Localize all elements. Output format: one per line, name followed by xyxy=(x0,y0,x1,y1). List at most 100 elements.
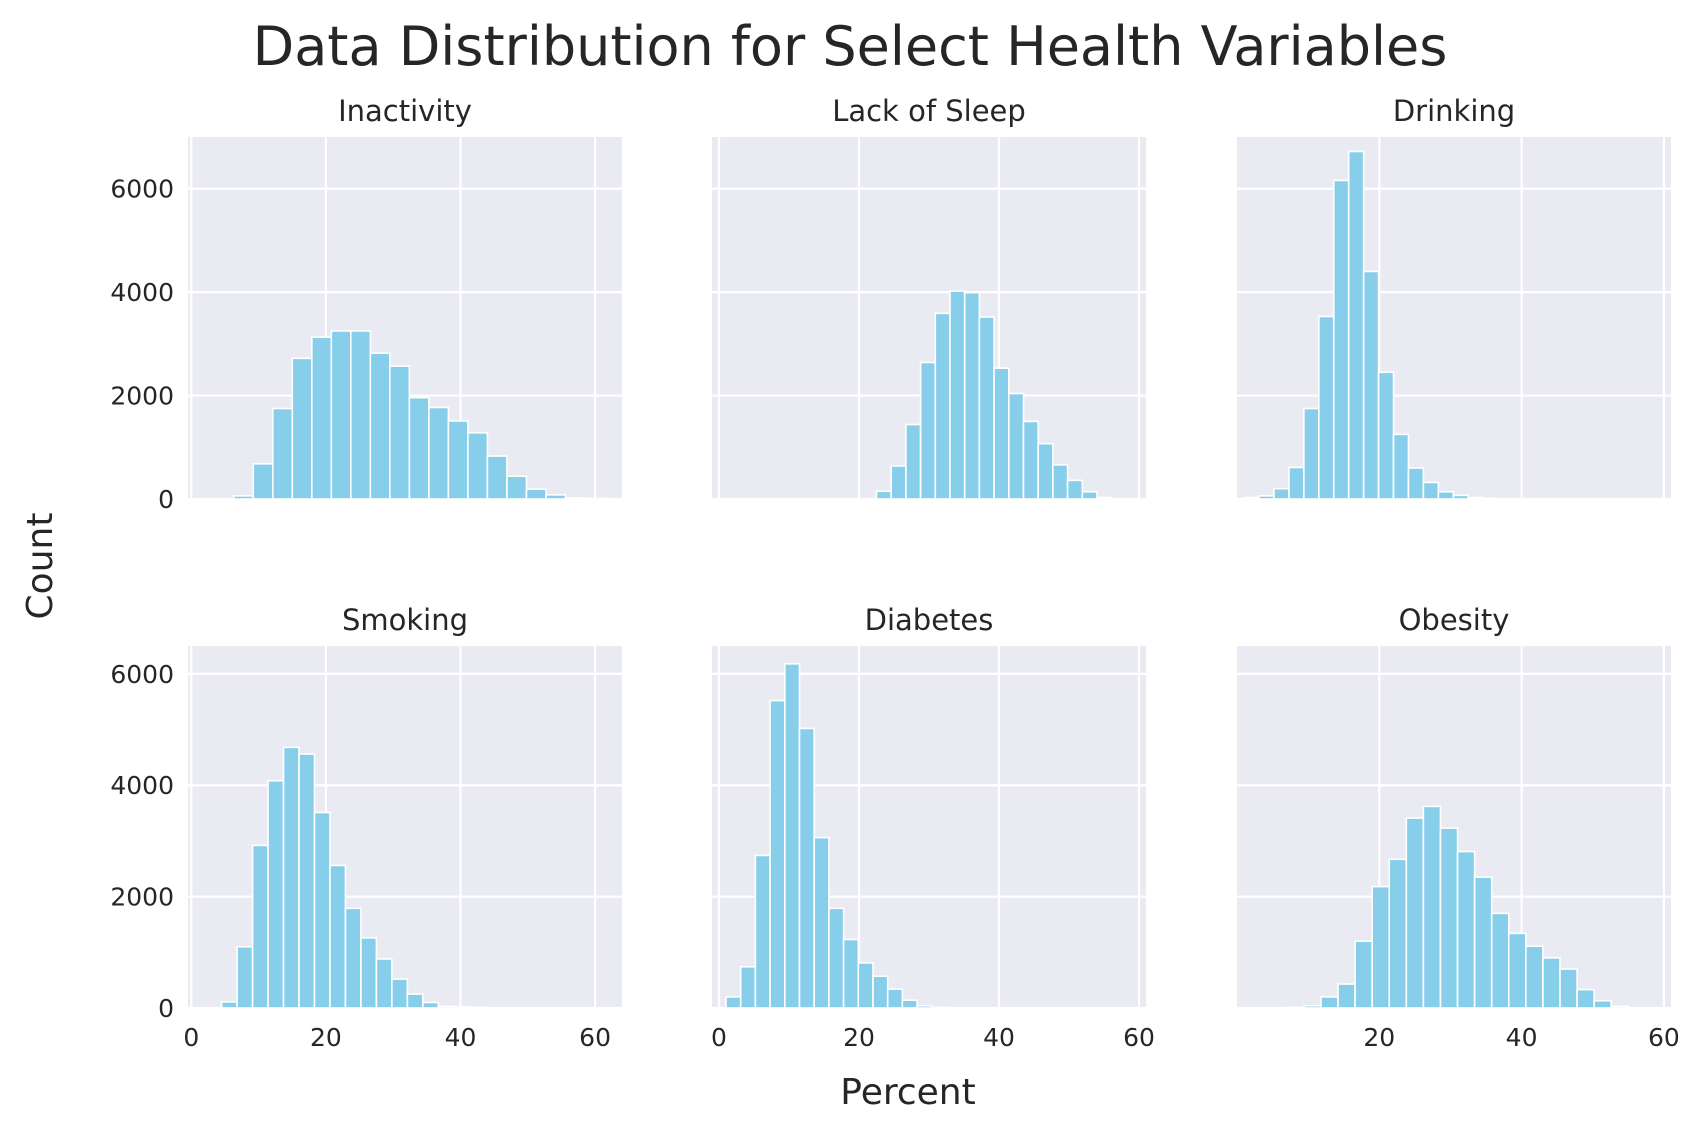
x-tick-label: 0 xyxy=(711,1023,727,1052)
histogram-bar xyxy=(452,1006,471,1009)
histogram-bar xyxy=(754,854,771,1009)
histogram-bar xyxy=(1320,996,1339,1009)
histogram-bar xyxy=(311,336,333,500)
histogram-bar xyxy=(1243,496,1260,500)
histogram-bar xyxy=(1437,490,1455,500)
histogram-bar xyxy=(930,1006,948,1009)
histogram-bar xyxy=(1392,433,1410,500)
histogram-bar xyxy=(828,907,845,1009)
panel-title: Diabetes xyxy=(865,603,994,637)
histogram-bar xyxy=(437,1005,455,1009)
x-axis-label: Percent xyxy=(840,1072,975,1113)
histogram-bar xyxy=(220,1001,238,1009)
histogram-bar xyxy=(1258,495,1275,500)
x-tick-label: 60 xyxy=(1648,1023,1680,1052)
histogram-bar xyxy=(330,330,352,500)
x-tick-label: 60 xyxy=(1123,1023,1155,1052)
histogram-bar xyxy=(232,495,255,500)
histogram-bar xyxy=(350,330,372,500)
histogram-bar xyxy=(375,958,393,1009)
histogram-bar xyxy=(1273,487,1290,500)
histogram-bar xyxy=(1354,940,1373,1009)
histogram-bar xyxy=(978,316,995,500)
x-tick-label: 20 xyxy=(310,1023,342,1052)
histogram-bar xyxy=(919,361,937,500)
histogram-bar xyxy=(1286,1006,1305,1009)
histogram-bar xyxy=(901,999,918,1009)
histogram-bar xyxy=(857,962,874,1009)
histogram-bar xyxy=(1456,850,1476,1009)
histogram-bar xyxy=(1066,479,1084,500)
histogram-bar xyxy=(1467,496,1484,500)
histogram-bar xyxy=(467,432,489,500)
y-tick-label: 2000 xyxy=(110,883,174,912)
histogram-bar xyxy=(428,406,450,500)
histogram-bar xyxy=(447,420,469,500)
histogram-bar xyxy=(282,746,300,1009)
histogram-bar xyxy=(389,365,411,500)
histogram-bar xyxy=(783,663,801,1009)
histogram-bar xyxy=(1007,392,1025,500)
histogram-bar xyxy=(1405,817,1425,1009)
histogram-bar xyxy=(525,488,547,500)
histogram-bar xyxy=(369,352,391,500)
y-tick-label: 4000 xyxy=(110,771,174,800)
y-tick-label: 0 xyxy=(158,485,174,514)
panel-title: Lack of Sleep xyxy=(832,94,1026,128)
histogram-bar xyxy=(1081,490,1098,500)
y-tick-label: 0 xyxy=(158,994,174,1023)
histogram-bar xyxy=(486,455,508,500)
y-tick-label: 6000 xyxy=(110,660,174,689)
panel-background xyxy=(1237,137,1671,499)
histogram-bar xyxy=(1473,876,1493,1009)
histogram-bar xyxy=(916,1004,933,1009)
histogram-bar xyxy=(1362,270,1380,500)
histogram-bar xyxy=(313,811,331,1009)
histogram-bar xyxy=(1337,983,1356,1009)
panel-lack-of-sleep: Lack of Sleep xyxy=(712,94,1146,501)
panel-inactivity: Inactivity 0 2000 4000 6000 xyxy=(110,94,622,514)
y-tick-label: 4000 xyxy=(110,278,174,307)
histogram-bar xyxy=(329,864,347,1009)
histogram-bar xyxy=(1559,968,1578,1009)
histogram-bar xyxy=(769,699,786,1009)
histogram-bar xyxy=(886,988,904,1009)
histogram-bar xyxy=(1422,805,1442,1009)
x-tick-label: 60 xyxy=(579,1023,611,1052)
histogram-bar xyxy=(872,975,889,1009)
histogram-bar xyxy=(251,844,269,1009)
panel-title: Drinking xyxy=(1393,94,1515,128)
histogram-bar xyxy=(1576,988,1595,1009)
histogram-bar xyxy=(506,475,528,500)
histogram-bar xyxy=(1439,827,1459,1009)
histogram-bar xyxy=(406,993,424,1009)
histogram-bar xyxy=(584,497,606,500)
histogram-bar xyxy=(1610,1005,1630,1009)
panel-obesity: Obesity 20 40 60 xyxy=(1237,603,1680,1052)
panel-title: Smoking xyxy=(342,603,468,637)
histogram-bar xyxy=(422,1001,440,1009)
histogram-bar xyxy=(360,937,378,1009)
histogram-bar xyxy=(1303,1004,1322,1009)
histogram-bar xyxy=(875,490,892,500)
histogram-bar xyxy=(949,290,966,500)
y-tick-label: 6000 xyxy=(110,175,174,204)
figure-title: Data Distribution for Select Health Vari… xyxy=(253,15,1448,78)
histogram-bar xyxy=(236,945,254,1009)
histogram-bar xyxy=(564,497,586,500)
histogram-bar xyxy=(1371,885,1391,1009)
histogram-bar xyxy=(1096,496,1113,500)
histogram-bar xyxy=(1482,497,1499,500)
histogram-bar xyxy=(267,779,285,1009)
histogram-bar xyxy=(1037,442,1054,500)
panel-diabetes: Diabetes 0 20 40 60 xyxy=(711,603,1155,1052)
histogram-bar xyxy=(391,978,409,1009)
histogram-bar xyxy=(298,753,316,1009)
histogram-bar xyxy=(271,407,294,500)
histogram-bar xyxy=(1593,999,1613,1009)
histogram-bar xyxy=(468,1006,486,1009)
histogram-bar xyxy=(1407,467,1425,500)
histogram-bar xyxy=(890,465,907,500)
